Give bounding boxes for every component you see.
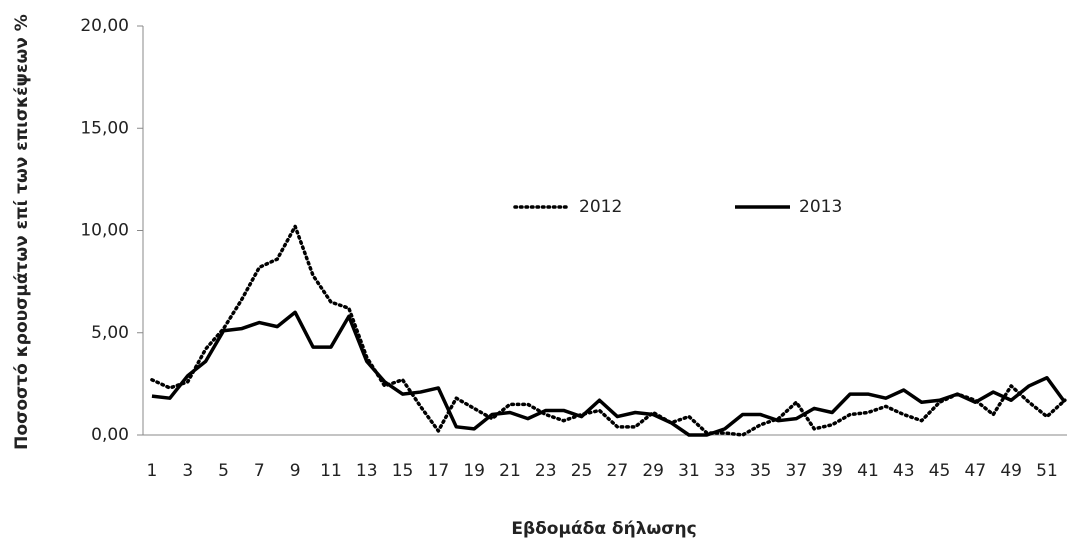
x-tick-label: 39 bbox=[821, 461, 843, 481]
x-tick-label: 35 bbox=[750, 461, 772, 481]
y-axis-title: Ποσοστό κρουσμάτων επί των επισκέψεων % bbox=[12, 14, 32, 450]
x-tick-label: 33 bbox=[714, 461, 736, 481]
x-tick-label: 49 bbox=[1000, 461, 1022, 481]
x-tick-label: 31 bbox=[678, 461, 700, 481]
x-tick-label: 23 bbox=[535, 461, 557, 481]
x-tick-label: 37 bbox=[786, 461, 808, 481]
y-tick-label: 5,00 bbox=[91, 323, 129, 343]
x-tick-label: 11 bbox=[320, 461, 342, 481]
x-tick-label: 17 bbox=[428, 461, 450, 481]
x-tick-label: 19 bbox=[463, 461, 485, 481]
legend-label: 2012 bbox=[579, 197, 622, 217]
y-tick-label: 0,00 bbox=[91, 425, 129, 445]
x-tick-label: 41 bbox=[857, 461, 879, 481]
line-series bbox=[151, 310, 1067, 437]
x-tick-label: 29 bbox=[642, 461, 664, 481]
x-axis-title: Εβδομάδα δήλωσης bbox=[511, 519, 696, 539]
x-tick-label: 3 bbox=[182, 461, 193, 481]
x-tick-label: 27 bbox=[607, 461, 629, 481]
x-tick-label: 51 bbox=[1036, 461, 1058, 481]
x-tick-label: 9 bbox=[290, 461, 301, 481]
x-tick-label: 15 bbox=[392, 461, 414, 481]
x-tick-label: 1 bbox=[147, 461, 158, 481]
x-tick-label: 43 bbox=[893, 461, 915, 481]
x-tick-label: 7 bbox=[254, 461, 265, 481]
line-series bbox=[150, 224, 1067, 437]
x-tick-label: 5 bbox=[218, 461, 229, 481]
y-tick-label: 10,00 bbox=[80, 221, 129, 241]
y-tick-label: 15,00 bbox=[80, 118, 129, 138]
x-tick-label: 47 bbox=[965, 461, 987, 481]
x-tick-label: 21 bbox=[499, 461, 521, 481]
x-tick-label: 13 bbox=[356, 461, 378, 481]
legend-label: 2013 bbox=[799, 197, 842, 217]
x-tick-label: 25 bbox=[571, 461, 593, 481]
x-tick-label: 45 bbox=[929, 461, 951, 481]
y-tick-label: 20,00 bbox=[80, 16, 129, 36]
